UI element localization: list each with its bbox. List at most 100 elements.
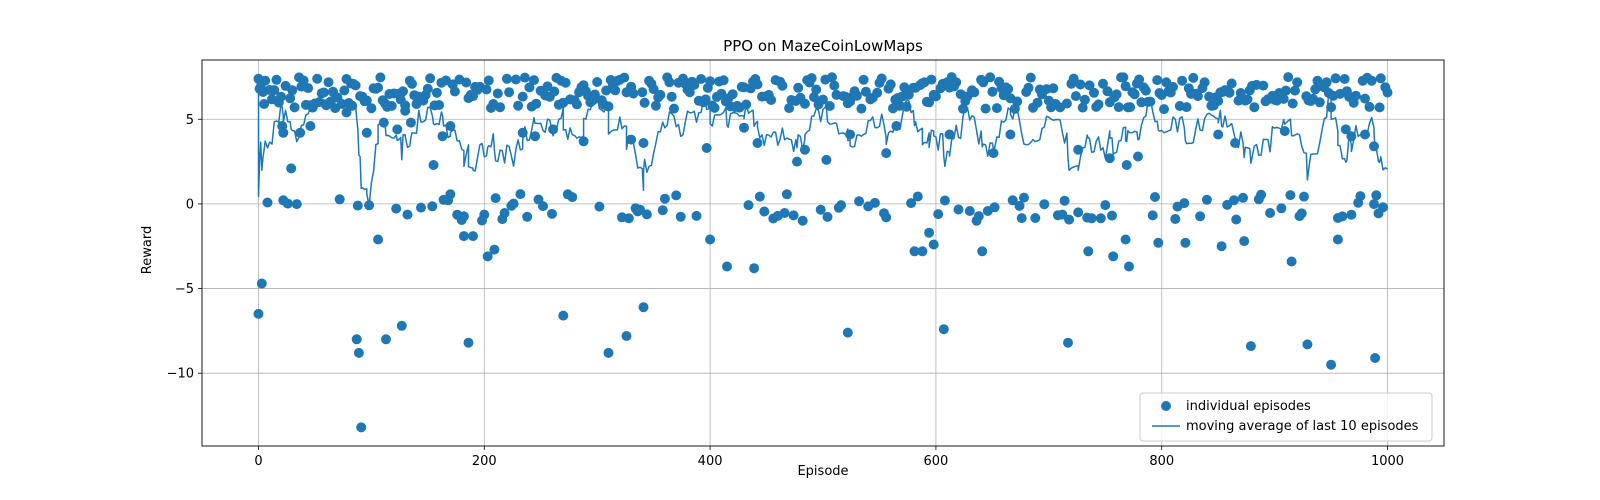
scatter-point [431,87,442,98]
scatter-point [1364,101,1375,112]
scatter-point [445,121,456,131]
scatter-point [1118,72,1129,83]
scatter-point [1360,129,1370,140]
scatter-point [398,86,408,97]
scatter-point [312,73,323,84]
scatter-point [684,87,695,98]
scatter-point [517,127,528,138]
scatter-point [1007,195,1018,206]
scatter-point [881,148,892,159]
scatter-point [504,87,515,98]
scatter-point [1120,234,1131,245]
scatter-point [648,84,659,95]
scatter-point [944,129,955,140]
scatter-point [291,199,302,210]
scatter-point [641,209,652,220]
scatter-point [1014,200,1025,211]
scatter-point [1369,141,1379,152]
scatter-point [821,154,832,165]
scatter-point [1290,85,1300,96]
x-tick-label: 600 [923,454,948,469]
scatter-point [718,75,729,86]
scatter-point [1258,80,1269,91]
scatter-point [373,234,384,245]
scatter-point [657,205,668,216]
scatter-point [400,105,411,116]
scatter-point [1231,214,1242,225]
scatter-point [964,206,975,216]
scatter-point [705,234,716,245]
scatter-point [1095,213,1106,224]
scatter-point [1370,353,1381,363]
scatter-point [939,195,950,206]
scatter-point [973,211,984,222]
scatter-point [1012,96,1023,107]
scatter-point [1276,203,1287,214]
scatter-point [1159,104,1169,115]
scatter-point [458,211,469,222]
scatter-point [806,73,817,84]
scatter-point [352,200,363,211]
scatter-point [1340,124,1351,135]
scatter-point [1068,73,1079,84]
scatter-point [1286,256,1297,267]
scatter-point [689,79,700,90]
scatter-point [425,73,436,84]
scatter-point [392,124,403,135]
scatter-point [1152,75,1163,86]
x-axis-label: Episode [797,464,848,479]
scatter-point [549,86,560,97]
scatter-point [799,98,810,109]
scatter-point [626,134,637,145]
scatter-point [1075,79,1086,90]
scatter-point [256,278,267,289]
scatter-point [1332,234,1343,245]
scatter-point [754,191,765,202]
scatter-point [696,74,707,84]
scatter-point [513,100,524,111]
scatter-point [253,308,264,319]
scatter-point [434,100,445,110]
scatter-point [1256,189,1267,200]
scatter-point [1039,199,1050,210]
scatter-point [1032,97,1043,108]
scatter-point [437,131,448,142]
scatter-point [323,77,334,88]
scatter-point [628,88,639,99]
scatter-point [739,122,749,133]
scatter-point [341,107,352,118]
scatter-point [589,89,600,100]
scatter-point [1292,77,1303,88]
scatter-point [405,117,416,128]
scatter-point [1285,190,1296,201]
scatter-point [499,208,510,218]
scatter-point [386,100,397,111]
scatter-point [781,189,792,200]
scatter-point [1249,102,1260,113]
scatter-point [1102,86,1113,97]
scatter-point [1279,126,1290,137]
scatter-point [1229,195,1239,206]
scatter-point [1371,190,1382,201]
scatter-point [592,77,603,87]
scatter-point [287,85,298,96]
scatter-point [1213,96,1224,106]
scatter-point [1100,200,1111,211]
scatter-point [1201,194,1212,205]
scatter-point [881,212,892,223]
scatter-point [1083,246,1094,257]
scatter-point [933,209,944,220]
scatter-point [1150,192,1160,202]
scatter-point [1188,72,1199,83]
scatter-point [1180,237,1191,248]
scatter-point [305,121,316,131]
scatter-point [709,102,720,113]
x-tick-label: 800 [1149,454,1174,469]
scatter-point [752,79,763,90]
scatter-point [858,74,869,85]
scatter-point [1192,91,1203,102]
scatter-point [422,83,433,94]
scatter-point [1245,341,1256,352]
x-tick-label: 0 [254,454,262,469]
